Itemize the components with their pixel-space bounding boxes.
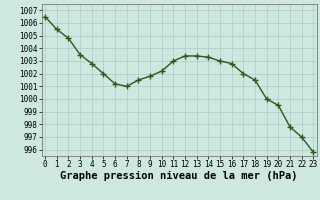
X-axis label: Graphe pression niveau de la mer (hPa): Graphe pression niveau de la mer (hPa) [60,171,298,181]
